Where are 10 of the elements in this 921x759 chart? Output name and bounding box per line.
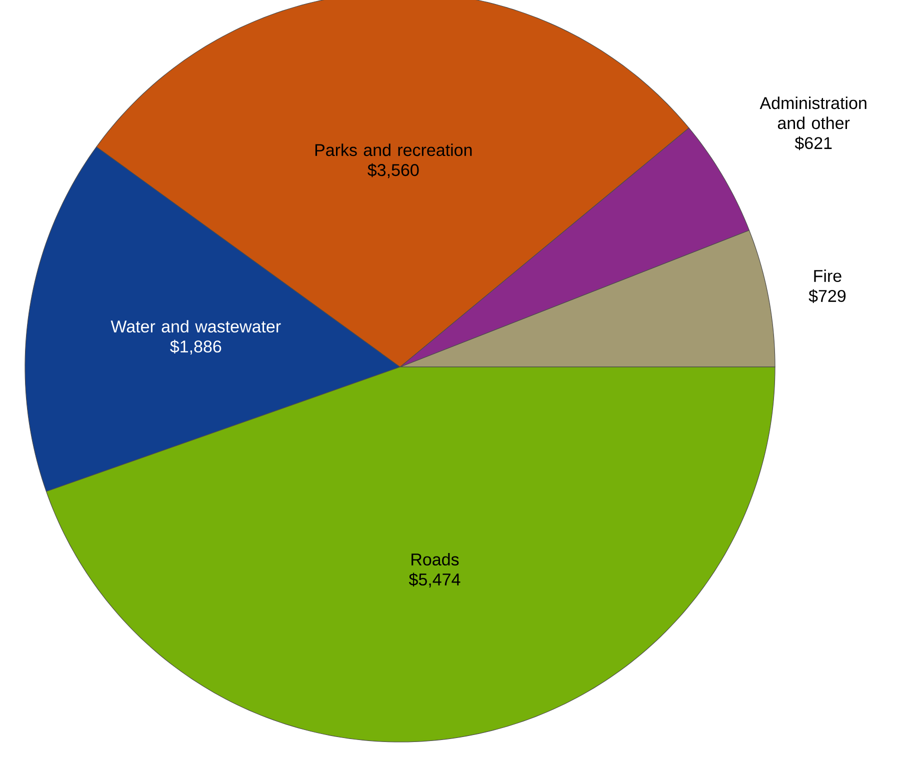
slice-label: Water and wastewater (110, 320, 281, 333)
data-label: $1,886 (170, 340, 222, 355)
data-label: $621 (794, 136, 832, 150)
slice-label: Fire (814, 270, 842, 282)
slice-label: Parks and recreation (315, 144, 472, 156)
data-label: $5,474 (408, 572, 460, 588)
slice-label: Administration and other (760, 96, 866, 130)
slice-label: Roads (412, 553, 459, 566)
data-label: $729 (808, 289, 846, 304)
data-label: $3,560 (368, 163, 419, 178)
